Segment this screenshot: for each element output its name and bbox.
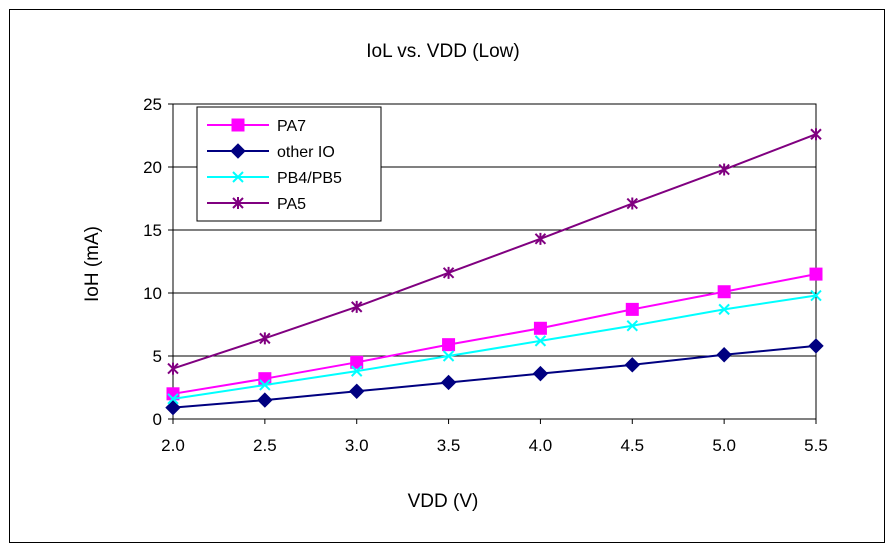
data-point-pb4-pb5 bbox=[534, 335, 547, 347]
data-point-other-io bbox=[440, 374, 457, 391]
data-point-pb4-pb5 bbox=[351, 365, 363, 377]
x-tick-label: 3.0 bbox=[345, 436, 369, 455]
data-point-pa7 bbox=[625, 302, 639, 316]
legend-marker-pa7 bbox=[231, 118, 245, 132]
data-point-pa5 bbox=[351, 300, 363, 313]
data-point-pa5 bbox=[167, 362, 179, 375]
data-point-other-io bbox=[349, 383, 365, 399]
chart-title: IoL vs. VDD (Low) bbox=[366, 41, 519, 62]
x-axis-label: VDD (V) bbox=[408, 491, 479, 512]
series-line-pa7 bbox=[172, 273, 817, 395]
data-point-pa7 bbox=[350, 355, 364, 369]
data-point-other-io bbox=[257, 392, 273, 408]
data-point-pa5 bbox=[810, 128, 822, 141]
legend-label-pb4-pb5: PB4/PB5 bbox=[277, 170, 342, 187]
data-point-pa5 bbox=[626, 197, 638, 210]
legend-marker-pa5 bbox=[232, 197, 244, 209]
chart-svg: IoL vs. VDD (Low) VDD (V) IoH (mA) 0 5 10 1… bbox=[82, 41, 828, 512]
legend-marker-pb4-pb5 bbox=[232, 171, 244, 183]
x-tick-label: 3.5 bbox=[437, 436, 461, 455]
x-tick-label: 5.0 bbox=[712, 436, 736, 455]
data-point-pb4-pb5 bbox=[442, 350, 455, 362]
x-tick-label: 5.5 bbox=[804, 436, 828, 455]
data-point-pa7 bbox=[442, 338, 456, 352]
legend: PA7 other IO PB4/PB5 PA5 bbox=[196, 106, 382, 222]
chart-frame: IoL vs. VDD (Low) VDD (V) IoH (mA) 0 5 10 1… bbox=[9, 9, 885, 543]
y-tick-label: 0 bbox=[153, 410, 162, 429]
x-tick-label: 2.5 bbox=[253, 436, 277, 455]
plot-area: 0 5 10 15 20 25 2.0 2.5 3.0 3.5 4.0 4.5 5.0 5.5 PA7 oth… bbox=[143, 95, 828, 455]
data-point-pb4-pb5 bbox=[810, 289, 822, 302]
legend-label-pa7: PA7 bbox=[277, 118, 306, 135]
series-line-other-io bbox=[172, 344, 817, 409]
legend-marker-other-io bbox=[230, 143, 246, 159]
data-point-other-io bbox=[808, 338, 824, 354]
data-point-other-io bbox=[165, 399, 181, 416]
series-line-pb4-pb5 bbox=[172, 294, 817, 400]
data-point-pa7 bbox=[258, 372, 272, 386]
data-point-other-io bbox=[716, 347, 732, 363]
data-point-pa5 bbox=[718, 163, 730, 176]
legend-label-pa5: PA5 bbox=[277, 196, 306, 213]
data-point-pa5 bbox=[259, 332, 271, 345]
y-axis-label: IoH (mA) bbox=[82, 226, 103, 302]
data-point-other-io bbox=[532, 365, 549, 382]
data-point-pb4-pb5 bbox=[259, 379, 271, 391]
data-point-pb4-pb5 bbox=[626, 320, 638, 332]
y-tick-label: 10 bbox=[143, 284, 162, 303]
data-point-pa5 bbox=[534, 232, 547, 245]
series-line-pa5 bbox=[172, 133, 817, 370]
y-tick-label: 25 bbox=[143, 95, 162, 114]
data-point-pb4-pb5 bbox=[718, 303, 730, 316]
data-point-other-io bbox=[624, 357, 640, 373]
x-tick-label: 4.0 bbox=[529, 436, 553, 455]
y-tick-label: 5 bbox=[153, 347, 162, 366]
data-point-pa7 bbox=[717, 285, 731, 299]
data-point-pa7 bbox=[809, 267, 823, 281]
legend-label-other-io: other IO bbox=[277, 144, 335, 161]
x-tick-label: 2.0 bbox=[161, 436, 185, 455]
data-point-pa5 bbox=[442, 266, 455, 279]
x-tick-label: 4.5 bbox=[620, 436, 644, 455]
data-point-pb4-pb5 bbox=[167, 393, 179, 405]
y-tick-label: 15 bbox=[143, 221, 162, 240]
y-tick-label: 20 bbox=[143, 158, 162, 177]
data-point-pa7 bbox=[533, 321, 547, 335]
